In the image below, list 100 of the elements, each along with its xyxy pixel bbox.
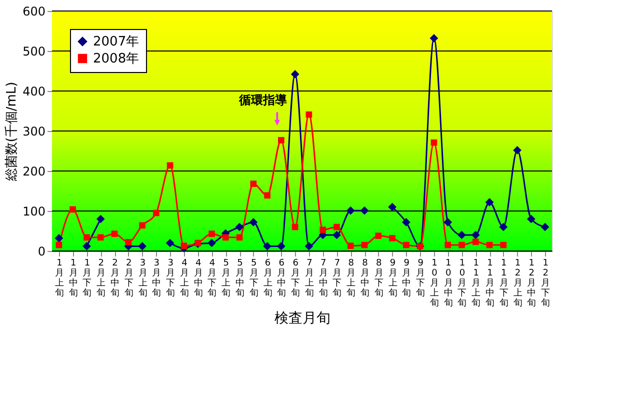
- x-axis-title: 検査月旬: [274, 310, 330, 326]
- x-tick-label: 2月下旬: [124, 258, 134, 298]
- y-tick-label: 600: [22, 4, 46, 18]
- x-tick-label: 11月中旬: [486, 258, 494, 308]
- x-tick-label: 11月下旬: [499, 258, 508, 308]
- point: [276, 242, 286, 250]
- point: [70, 206, 76, 213]
- point: [389, 235, 396, 242]
- x-tick-label: 10月上旬: [430, 258, 439, 308]
- x-tick-label: 6月下旬: [291, 258, 300, 298]
- y-tick-label: 400: [22, 84, 46, 98]
- x-tick-label: 4月上旬: [180, 258, 189, 298]
- x-tick-label: 3月下旬: [166, 258, 176, 298]
- point: [82, 242, 91, 250]
- point: [444, 242, 451, 248]
- point: [304, 242, 314, 250]
- point: [236, 234, 243, 241]
- x-tick-label: 12月上旬: [513, 258, 522, 308]
- point: [347, 242, 354, 249]
- point: [84, 234, 90, 241]
- x-tick-label: 8月中旬: [360, 258, 370, 298]
- point: [278, 137, 284, 144]
- x-tick-label: 11月上旬: [472, 258, 481, 308]
- point: [263, 242, 272, 250]
- point: [332, 230, 341, 240]
- x-tick-label: 8月下旬: [374, 258, 384, 298]
- point: [360, 206, 369, 215]
- point: [138, 242, 146, 250]
- legend-label: 2008年: [93, 52, 140, 66]
- y-axis-title: 総菌数(千個/mL): [4, 82, 20, 182]
- x-tick-label: 9月中旬: [402, 258, 412, 298]
- point: [375, 232, 382, 239]
- point: [444, 218, 452, 226]
- x-tick-label: 12月下旬: [541, 258, 550, 308]
- annotation: 循環指導: [238, 92, 288, 107]
- x-tick-label: 3月中旬: [152, 258, 162, 298]
- point: [180, 242, 188, 249]
- x-tick-label: 10月中旬: [444, 258, 453, 308]
- y-tick-label: 500: [22, 44, 46, 58]
- x-tick-label: 4月中旬: [194, 258, 203, 298]
- point: [125, 239, 132, 246]
- point: [499, 222, 508, 232]
- y-tick-label: 200: [22, 164, 46, 178]
- y-tick-label: 300: [22, 124, 46, 138]
- x-tick-label: 7月上旬: [304, 258, 314, 298]
- y-tick-label: 100: [22, 204, 46, 218]
- y-tick-label: 0: [38, 244, 46, 258]
- x-tick-label: 1月上旬: [54, 258, 64, 298]
- point: [54, 234, 64, 242]
- point: [430, 139, 438, 146]
- point: [292, 224, 298, 230]
- x-tick-label: 8月上旬: [346, 258, 356, 298]
- x-tick-label: 4月下旬: [208, 258, 217, 298]
- point: [96, 214, 105, 224]
- legend-label: 2007年: [93, 34, 140, 50]
- point: [388, 202, 396, 212]
- point: [361, 242, 368, 248]
- point: [486, 242, 493, 248]
- point: [166, 238, 174, 248]
- x-tick-label: 2月中旬: [110, 258, 120, 298]
- x-tick-label: 6月中旬: [277, 258, 286, 298]
- x-tick-label: 1月下旬: [82, 258, 92, 298]
- point: [166, 162, 174, 169]
- point: [346, 206, 355, 215]
- point: [540, 222, 550, 232]
- point: [290, 70, 300, 78]
- x-tick-label: 6月上旬: [263, 258, 272, 298]
- point: [249, 218, 258, 226]
- point: [235, 222, 244, 232]
- x-tick-label: 3月上旬: [138, 258, 148, 298]
- point: [526, 214, 536, 224]
- x-tick-label: 9月下旬: [416, 258, 426, 298]
- point: [472, 238, 479, 245]
- point: [485, 198, 494, 206]
- point: [250, 180, 257, 187]
- point: [320, 226, 326, 233]
- x-tick-label: 1月中旬: [68, 258, 78, 298]
- point: [334, 224, 340, 230]
- point: [139, 222, 146, 229]
- x-tick-label: 7月下旬: [332, 258, 342, 298]
- x-tick-label: 5月中旬: [236, 258, 244, 298]
- point: [208, 238, 216, 248]
- point: [264, 192, 270, 199]
- point: [471, 230, 480, 240]
- x-tick-label: 10月下旬: [458, 258, 467, 308]
- point: [430, 34, 438, 42]
- point: [306, 111, 312, 118]
- point: [458, 242, 465, 248]
- point: [97, 234, 104, 241]
- x-tick-label: 9月上旬: [388, 258, 398, 298]
- point: [403, 242, 410, 248]
- x-tick-label: 12月中旬: [527, 258, 536, 308]
- x-tick-label: 5月下旬: [249, 258, 258, 298]
- point: [56, 242, 62, 248]
- x-tick-label: 2月上旬: [96, 258, 106, 298]
- x-tick-label: 7月中旬: [318, 258, 328, 298]
- point: [208, 230, 215, 237]
- point: [458, 230, 466, 240]
- point: [513, 146, 522, 154]
- point: [222, 234, 229, 241]
